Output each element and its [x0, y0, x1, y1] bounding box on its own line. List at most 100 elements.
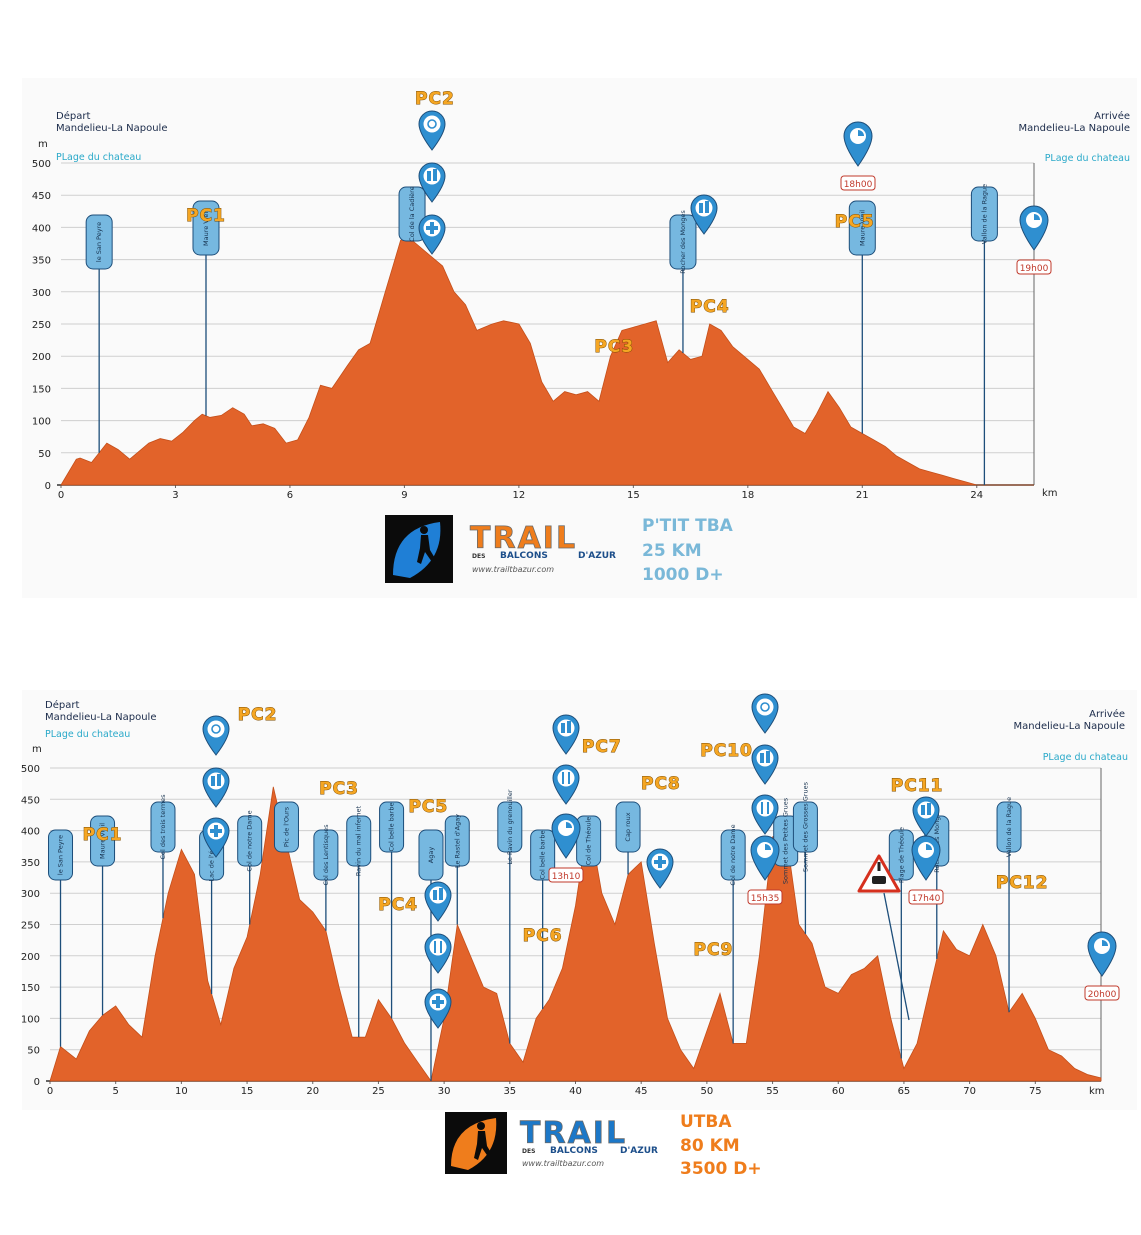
- waypoint-marker[interactable]: Le Ravin du grenouiller: [497, 789, 523, 1044]
- y-tick-label: 400: [21, 827, 40, 838]
- x-tick-label: 55: [766, 1086, 779, 1097]
- bottle-a: [211, 776, 215, 786]
- pin-face: [423, 115, 441, 133]
- waypoint-label: Lac de l'écureuil: [208, 828, 216, 881]
- waypoint-label: Vallon de la Rague: [980, 184, 988, 244]
- start-town: Mandelieu-La Napoule: [56, 123, 167, 134]
- x-tick-label: 6: [287, 490, 293, 501]
- cutoff-box: [908, 889, 944, 905]
- waypoint-marker[interactable]: Rocher des Monges: [669, 210, 697, 353]
- waypoint-marker[interactable]: Maure Vieil: [848, 200, 876, 434]
- waypoint-marker[interactable]: Cap roux: [615, 801, 641, 875]
- car-shape: [872, 876, 886, 884]
- cutoff-timer: 17h40: [908, 835, 944, 905]
- checkpoint-label: PC2: [415, 89, 455, 109]
- checkpoint-label: PC7: [582, 737, 622, 757]
- exclamation: [877, 862, 881, 871]
- checkpoint-label: PC4: [378, 895, 418, 915]
- bottle-a: [561, 723, 565, 733]
- waypoint-label: Pic de l'Ours: [282, 806, 290, 847]
- x-tick-label: 65: [898, 1086, 911, 1097]
- waypoint-marker[interactable]: Ravin du mal infernet: [346, 805, 372, 1038]
- x-tick-labels: 0 5 10 15 20 25 30 35 40 45 50 55 60 65 70 75: [47, 1086, 1042, 1097]
- y-tick-label: 450: [21, 795, 40, 806]
- start-label: Départ: [56, 110, 90, 122]
- waypoint-marker[interactable]: le San Peyre: [48, 829, 74, 1047]
- finish-place: PLage du chateau: [1045, 153, 1130, 164]
- y-unit-label: m: [38, 139, 48, 150]
- y-tick-label: 500: [21, 764, 40, 775]
- race-name: UTBA: [680, 1112, 732, 1132]
- waypoint-pill: [970, 186, 998, 242]
- waypoint-marker[interactable]: Le Rastel d'Agay: [444, 814, 470, 925]
- waypoint-marker[interactable]: Col de Théoule: [576, 815, 602, 867]
- waypoint-marker[interactable]: Maure Vieil: [192, 200, 220, 416]
- waypoint-marker[interactable]: Maure Vieil: [90, 815, 116, 1016]
- waypoint-label: le San Peyre: [57, 835, 65, 875]
- runner-icon: [417, 526, 436, 564]
- warning-icon: [857, 854, 910, 1021]
- cutoff-box: [840, 175, 876, 191]
- pin-face: [207, 772, 225, 790]
- waypoint-marker[interactable]: Vallon de la Rague: [970, 184, 998, 485]
- waypoint-pill: [444, 815, 470, 867]
- waypoint-label: Sommet des Grosses Grues: [801, 781, 809, 872]
- bottle-a: [699, 203, 703, 213]
- bottle-b: [927, 803, 931, 815]
- x-tick-label: 25: [372, 1086, 385, 1097]
- stetho: [760, 702, 770, 712]
- cutoff-timer: 20h00: [1084, 931, 1120, 1001]
- knife: [568, 772, 570, 784]
- y-tick-label: 100: [32, 417, 51, 428]
- waypoint-marker[interactable]: Pic de l'Ours: [273, 801, 299, 853]
- waypoint-label: Rocher des Monges: [679, 210, 687, 274]
- y-tick-label: 400: [32, 223, 51, 234]
- race-distance: 25 KM: [642, 541, 702, 561]
- race-name: P'TIT TBA: [642, 516, 734, 536]
- timer-hand: [566, 822, 572, 828]
- waypoint-label: Ravin du mal infernet: [355, 805, 363, 876]
- waypoint-marker[interactable]: Col belle barbe: [379, 801, 405, 1019]
- x-tick-label: 3: [172, 490, 178, 501]
- waypoint-marker[interactable]: Col des Lentisques: [313, 824, 339, 931]
- waypoint-marker[interactable]: Plage de Théoule: [888, 827, 914, 1059]
- waypoint-marker[interactable]: Vallon de la Rague: [996, 797, 1022, 1013]
- brand-block-1: TRAIL DES BALCONS D'AZUR www.trailtbazur…: [385, 515, 734, 585]
- waypoint-marker[interactable]: Agay: [418, 829, 444, 1081]
- waypoint-pill: [720, 829, 746, 881]
- chart-ptit-tba: Départ Mandelieu-La Napoule PLage du cha…: [22, 78, 1137, 598]
- x-tick-label: 24: [970, 490, 983, 501]
- waypoint-label: Le Ravin du grenouiller: [506, 789, 514, 864]
- waypoint-marker[interactable]: Col de notre Dame: [720, 824, 746, 1044]
- cutoff-box: [747, 889, 783, 905]
- bottle-b: [433, 169, 437, 181]
- waypoint-label: le San Peyre: [95, 222, 103, 262]
- x-tick-label: 15: [241, 1086, 254, 1097]
- logo-main-text: TRAIL: [520, 1116, 627, 1151]
- waypoint-pill: [848, 200, 876, 256]
- x-tick-label: 35: [503, 1086, 516, 1097]
- drink-icon: [202, 767, 230, 808]
- y-tick-label: 350: [32, 256, 51, 267]
- waypoint-marker[interactable]: Sommet des Petites Grues: [773, 797, 799, 884]
- drink-icon: [690, 194, 718, 235]
- waypoint-marker[interactable]: le San Peyre: [85, 214, 113, 453]
- y-tick-label: 0: [34, 1077, 40, 1088]
- bottle-b: [439, 888, 443, 900]
- checkpoint-label: PC10: [700, 741, 753, 761]
- cutoff-time: 18h00: [844, 180, 873, 190]
- waypoint-marker[interactable]: Sommet des Grosses Grues: [792, 781, 818, 934]
- x-tick-labels: 0 3 6 9 12 15 18 21 24: [58, 490, 983, 501]
- waypoint-label: Col belle barbe: [388, 802, 396, 851]
- waypoint-marker[interactable]: Col belle barbe: [530, 829, 556, 1010]
- waypoint-marker[interactable]: Col des trois termes: [150, 794, 176, 919]
- finish-label: Arrivée: [1089, 708, 1125, 720]
- warning-triangle: [857, 854, 901, 893]
- cutoff-box: [1084, 985, 1120, 1001]
- first-aid-icon: [424, 988, 452, 1029]
- waypoint-label: Maure Vieil: [202, 210, 210, 246]
- checkpoint-label: PC11: [891, 776, 944, 796]
- waypoint-marker[interactable]: Col de notre Dame: [237, 810, 263, 925]
- drink-icon: [912, 796, 940, 837]
